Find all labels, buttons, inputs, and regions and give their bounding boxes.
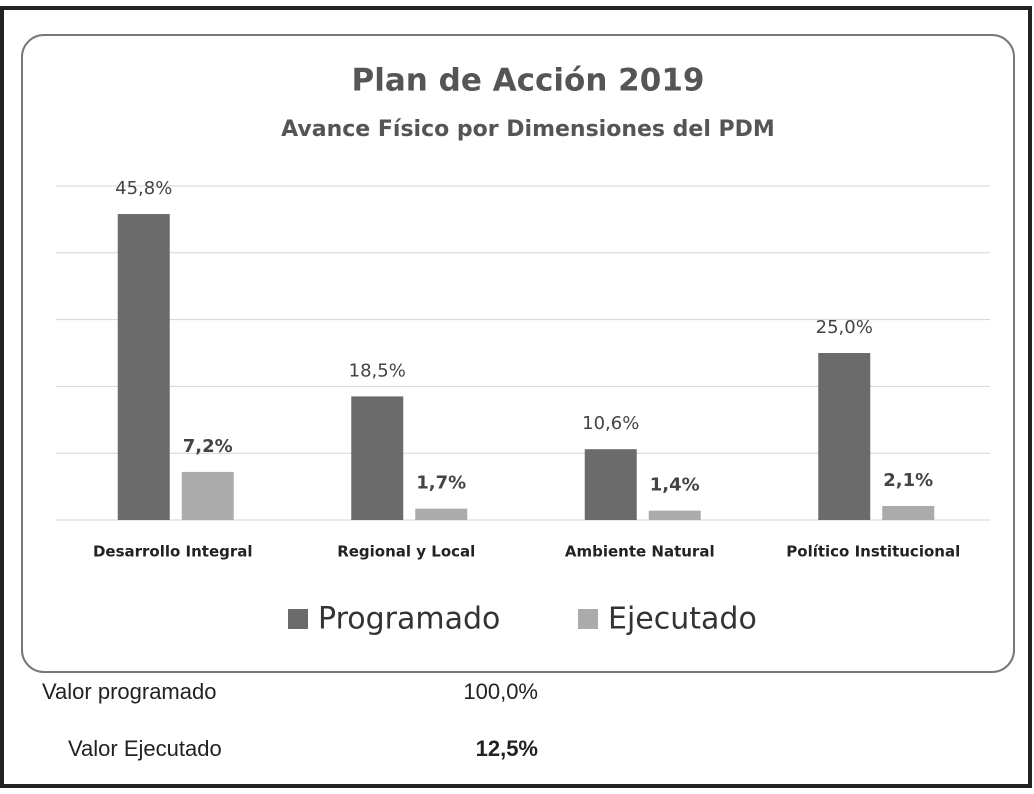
- legend-swatch: [288, 609, 308, 629]
- bar: [882, 505, 935, 520]
- legend-swatch: [578, 609, 598, 629]
- bar: [648, 510, 701, 520]
- summary-label: Valor programado: [42, 679, 216, 704]
- bar: [181, 471, 234, 520]
- bar: [351, 396, 404, 520]
- data-label: 1,4%: [650, 475, 700, 496]
- bar: [117, 214, 170, 520]
- bar: [415, 508, 468, 520]
- data-label: 45,8%: [115, 178, 172, 199]
- chart-title: Plan de Acción 2019: [352, 63, 705, 99]
- data-label: 2,1%: [883, 470, 933, 491]
- data-label: 10,6%: [582, 413, 639, 434]
- summary-label: Valor Ejecutado: [68, 736, 222, 761]
- data-label: 25,0%: [816, 317, 873, 338]
- summary-value: 12,5%: [476, 736, 538, 761]
- bar: [584, 449, 637, 520]
- x-tick-label: Desarrollo Integral: [93, 543, 253, 561]
- data-label: 18,5%: [349, 360, 406, 381]
- chart-border: [21, 34, 1015, 673]
- x-tick-label: Ambiente Natural: [565, 543, 715, 561]
- data-label: 7,2%: [183, 436, 233, 457]
- x-tick-label: Político Institucional: [786, 543, 960, 561]
- legend-label: Ejecutado: [608, 602, 757, 637]
- plot: Desarrollo Integral 45,8% 7,2% Regional y L…: [56, 178, 990, 637]
- bar: [818, 353, 871, 520]
- x-tick-label: Regional y Local: [337, 543, 475, 561]
- summary-value: 100,0%: [463, 679, 538, 704]
- legend-label: Programado: [318, 602, 500, 637]
- data-label: 1,7%: [416, 473, 466, 494]
- chart-subtitle: Avance Físico por Dimensiones del PDM: [281, 117, 775, 142]
